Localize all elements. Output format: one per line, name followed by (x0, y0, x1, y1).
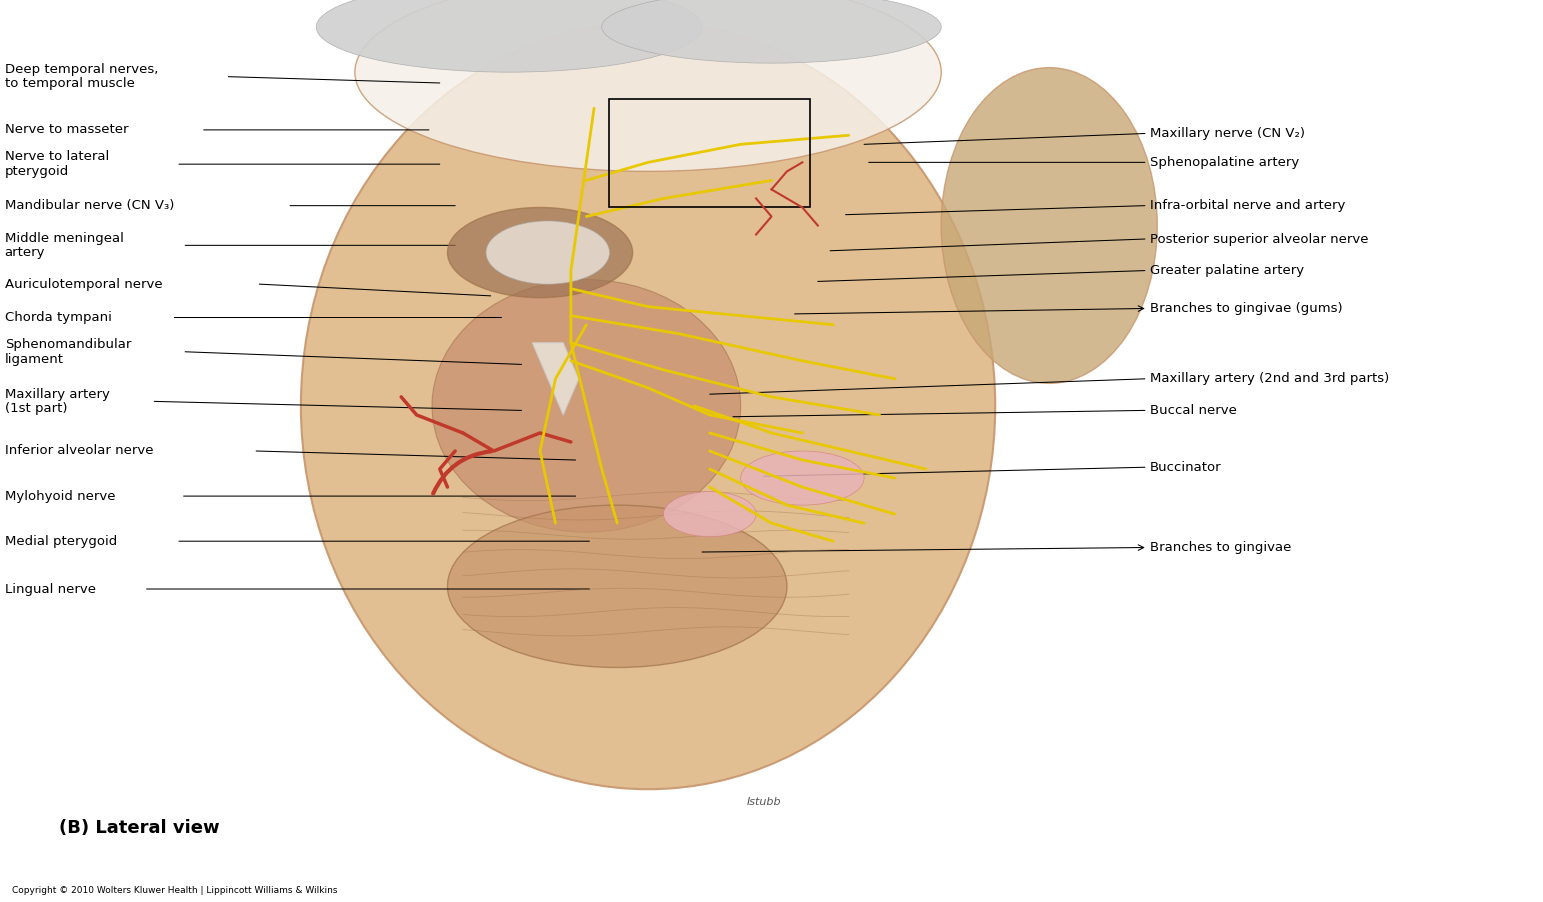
Bar (609, 99, 810, 207)
Text: Maxillary artery (2nd and 3rd parts): Maxillary artery (2nd and 3rd parts) (1150, 373, 1389, 385)
Text: Branches to gingivae (gums): Branches to gingivae (gums) (1150, 302, 1342, 315)
Text: Mylohyoid nerve: Mylohyoid nerve (5, 490, 116, 502)
Ellipse shape (447, 207, 633, 298)
Ellipse shape (447, 505, 787, 667)
Ellipse shape (301, 23, 995, 789)
Text: Copyright © 2010 Wolters Kluwer Health | Lippincott Williams & Wilkins: Copyright © 2010 Wolters Kluwer Health |… (12, 886, 338, 895)
Text: Infra-orbital nerve and artery: Infra-orbital nerve and artery (1150, 199, 1345, 212)
Text: Chorda tympani: Chorda tympani (5, 311, 111, 324)
Text: Sphenomandibular
ligament: Sphenomandibular ligament (5, 338, 131, 365)
Ellipse shape (941, 68, 1157, 383)
Text: Deep temporal nerves,
to temporal muscle: Deep temporal nerves, to temporal muscle (5, 63, 157, 90)
Text: Middle meningeal
artery: Middle meningeal artery (5, 232, 123, 259)
Ellipse shape (602, 0, 941, 63)
Text: Buccal nerve: Buccal nerve (1150, 404, 1236, 417)
Text: Mandibular nerve (CN V₃): Mandibular nerve (CN V₃) (5, 199, 174, 212)
Text: Greater palatine artery: Greater palatine artery (1150, 264, 1304, 277)
Text: Nerve to masseter: Nerve to masseter (5, 124, 128, 136)
Ellipse shape (432, 280, 741, 532)
Text: (B) Lateral view: (B) Lateral view (59, 819, 219, 837)
Ellipse shape (316, 0, 702, 72)
Text: Branches to gingivae: Branches to gingivae (1150, 541, 1291, 554)
Text: Inferior alveolar nerve: Inferior alveolar nerve (5, 445, 153, 457)
Ellipse shape (741, 451, 864, 505)
Text: Nerve to lateral
pterygoid: Nerve to lateral pterygoid (5, 151, 110, 178)
Ellipse shape (355, 0, 941, 171)
Text: Lingual nerve: Lingual nerve (5, 583, 96, 595)
Ellipse shape (486, 221, 609, 284)
FancyArrowPatch shape (434, 451, 491, 493)
Text: Maxillary artery
(1st part): Maxillary artery (1st part) (5, 388, 110, 415)
Text: Sphenopalatine artery: Sphenopalatine artery (1150, 156, 1299, 169)
Text: Istubb: Istubb (747, 797, 781, 807)
Text: Medial pterygoid: Medial pterygoid (5, 535, 117, 548)
Text: Buccinator: Buccinator (1150, 461, 1221, 474)
Ellipse shape (663, 492, 756, 537)
Text: Maxillary nerve (CN V₂): Maxillary nerve (CN V₂) (1150, 127, 1304, 140)
Text: Posterior superior alveolar nerve: Posterior superior alveolar nerve (1150, 233, 1369, 245)
Text: Auriculotemporal nerve: Auriculotemporal nerve (5, 278, 162, 290)
Polygon shape (532, 343, 579, 415)
